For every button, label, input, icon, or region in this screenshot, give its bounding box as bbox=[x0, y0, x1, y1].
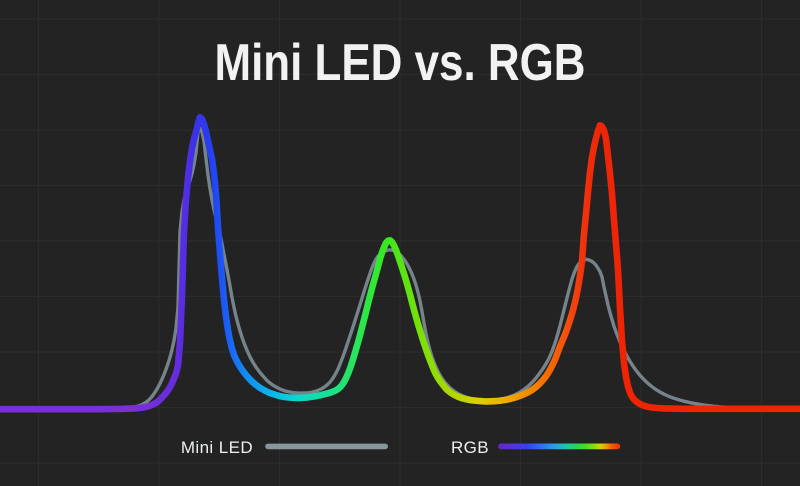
svg-text:Mini LED vs. RGB: Mini LED vs. RGB bbox=[215, 34, 586, 92]
svg-text:Mini LED: Mini LED bbox=[181, 438, 253, 457]
svg-text:RGB: RGB bbox=[451, 438, 489, 457]
